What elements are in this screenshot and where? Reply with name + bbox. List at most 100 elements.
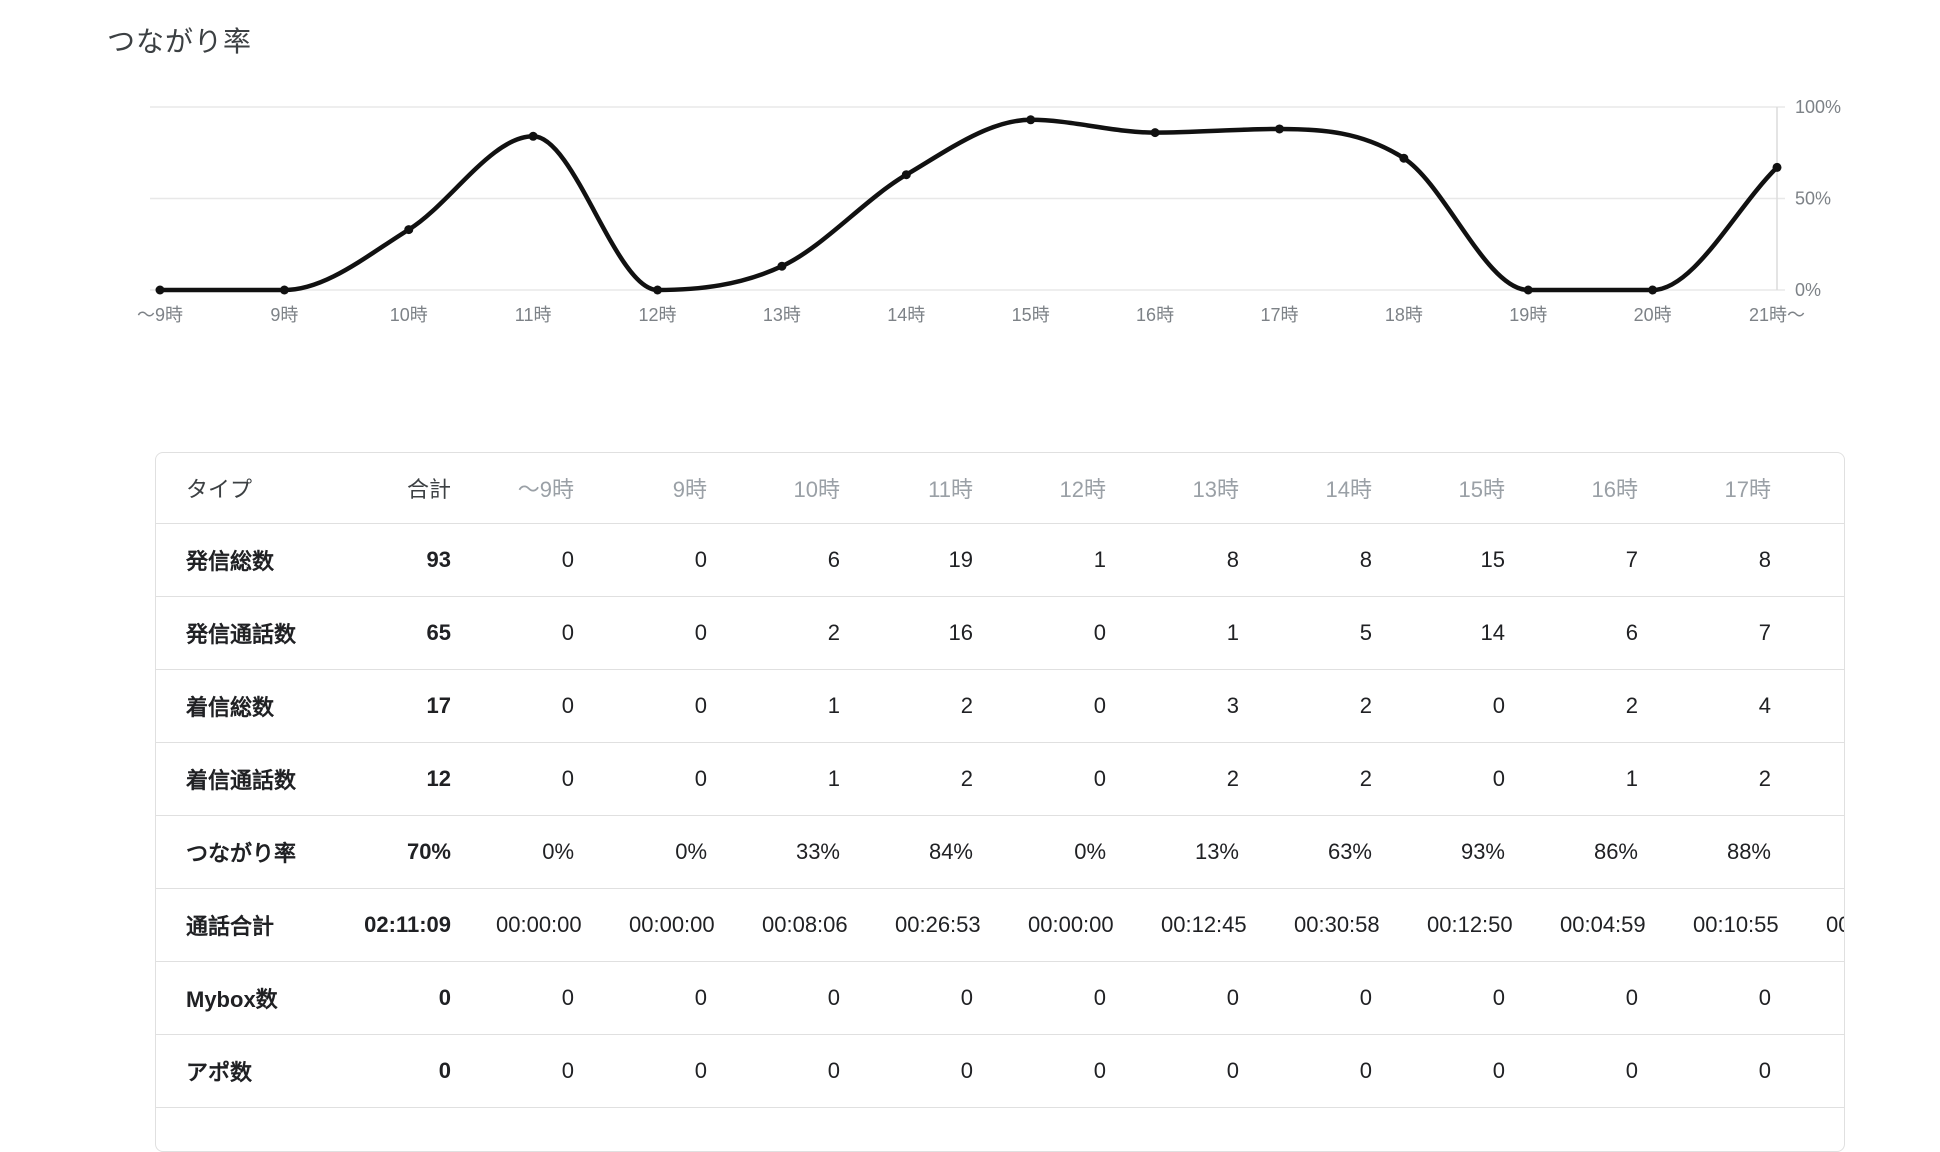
x-axis-tick-label: 20時 <box>1634 305 1672 325</box>
table-cell: 65 <box>356 596 496 670</box>
table-cell: 0 <box>762 1034 895 1108</box>
table-cell: 63% <box>1294 815 1427 889</box>
table-cell: 00:26:53 <box>895 888 1028 962</box>
table-cell: 0 <box>356 961 496 1035</box>
column-header: 10時 <box>762 453 895 524</box>
table-cell <box>1826 1034 1844 1108</box>
table-cell: 0% <box>629 815 762 889</box>
table-cell: 7 <box>1560 523 1693 597</box>
table-cell: 8 <box>1693 523 1826 597</box>
table-cell: 00:12:45 <box>1161 888 1294 962</box>
column-header: 12時 <box>1028 453 1161 524</box>
table-cell: 0 <box>762 961 895 1035</box>
table-cell: 2 <box>1161 742 1294 816</box>
column-header: 15時 <box>1427 453 1560 524</box>
chart-data-point <box>901 170 911 180</box>
table-cell: 0 <box>1294 1034 1427 1108</box>
row-label: 通話合計 <box>156 888 356 962</box>
table-cell: 0 <box>895 961 1028 1035</box>
table-row: 着信総数 17 0 0 1 2 0 3 2 0 2 4 <box>156 669 1844 743</box>
chart-data-point <box>279 285 289 295</box>
table-cell <box>1826 742 1844 816</box>
table-cell: 1 <box>1028 523 1161 597</box>
table-cell: 0 <box>1427 669 1560 743</box>
table-cell: 15 <box>1427 523 1560 597</box>
table-cell <box>1826 596 1844 670</box>
table-cell: 00:30:58 <box>1294 888 1427 962</box>
table-cell: 0 <box>629 669 762 743</box>
table-cell: 1 <box>762 742 895 816</box>
table-cell: 0 <box>1028 669 1161 743</box>
page-title: つながり率 <box>107 26 253 57</box>
table-cell: 8 <box>1294 523 1427 597</box>
table-cell: 02:11:09 <box>356 888 496 962</box>
table-cell: 0 <box>629 961 762 1035</box>
table-cell: 0 <box>1427 1034 1560 1108</box>
table-cell: 0 <box>496 1034 629 1108</box>
table-cell: 88% <box>1693 815 1826 889</box>
table-cell: 0 <box>629 1034 762 1108</box>
column-header: 合計 <box>356 453 496 524</box>
column-header: 16時 <box>1560 453 1693 524</box>
row-label: 発信総数 <box>156 523 356 597</box>
table-cell: 2 <box>1693 742 1826 816</box>
x-axis-tick-label: ～9時 <box>137 305 183 325</box>
table-cell: 0 <box>629 523 762 597</box>
table-cell: 2 <box>1294 742 1427 816</box>
table-cell: 00:12:50 <box>1427 888 1560 962</box>
table-cell: 0 <box>356 1034 496 1108</box>
table-cell: 00:04:59 <box>1560 888 1693 962</box>
chart-data-point <box>528 131 538 141</box>
column-header: 17時 <box>1693 453 1826 524</box>
table-cell: 00:00:00 <box>496 888 629 962</box>
chart-data-point <box>1523 285 1533 295</box>
row-label: 発信通話数 <box>156 596 356 670</box>
table-cell: 0 <box>496 596 629 670</box>
table-cell <box>1826 815 1844 889</box>
chart-data-point <box>1648 285 1658 295</box>
y-axis-tick-label: 50% <box>1795 189 1831 209</box>
table-row: 着信通話数 12 0 0 1 2 0 2 2 0 1 2 <box>156 742 1844 816</box>
table-cell: 2 <box>1294 669 1427 743</box>
x-axis-tick-label: 11時 <box>515 305 552 325</box>
table-cell: 2 <box>1560 669 1693 743</box>
table-cell: 0 <box>895 1034 1028 1108</box>
y-axis-tick-label: 100% <box>1795 97 1841 117</box>
row-label: アポ数 <box>156 1034 356 1108</box>
table-cell: 0 <box>1028 742 1161 816</box>
chart-data-point <box>155 285 165 295</box>
table-cell: 0 <box>1028 596 1161 670</box>
connection-rate-line-chart: 100% 50% 0% ～9時 9時 10時 11時 12時 13時 14時 15時 16時 17時 18… <box>137 97 1841 325</box>
table-row: アポ数 0 0 0 0 0 0 0 0 0 0 0 <box>156 1034 1844 1108</box>
chart-data-point <box>1150 128 1160 138</box>
table-cell: 1 <box>1560 742 1693 816</box>
table-cell: 13% <box>1161 815 1294 889</box>
table-cell <box>1826 523 1844 597</box>
chart-data-point <box>653 285 663 295</box>
table-cell: 00:00:00 <box>1028 888 1161 962</box>
table-row: 通話合計 02:11:09 00:00:00 00:00:00 00:08:06 00:2… <box>156 888 1844 962</box>
table-cell: 2 <box>895 669 1028 743</box>
table-cell: 0% <box>1028 815 1161 889</box>
table-cell: 8 <box>1161 523 1294 597</box>
hourly-stats-table: タイプ 合計 ～9時 9時 10時 11時 12時 13時 14時 15時 16時 17時 発信総数 9… <box>156 453 1844 1108</box>
column-header: タイプ <box>156 453 356 524</box>
chart-data-point <box>1772 162 1782 172</box>
x-axis-tick-label: 12時 <box>639 305 677 325</box>
table-cell: 0% <box>496 815 629 889</box>
hourly-stats-table-container: タイプ 合計 ～9時 9時 10時 11時 12時 13時 14時 15時 16時 17時 発信総数 9… <box>155 452 1845 1152</box>
table-cell: 93% <box>1427 815 1560 889</box>
column-header: 13時 <box>1161 453 1294 524</box>
table-cell: 00 <box>1826 888 1844 962</box>
table-cell: 7 <box>1693 596 1826 670</box>
table-cell <box>1826 961 1844 1035</box>
table-cell: 1 <box>1161 596 1294 670</box>
column-header: 11時 <box>895 453 1028 524</box>
table-cell: 0 <box>1560 1034 1693 1108</box>
table-cell: 0 <box>496 523 629 597</box>
table-cell: 0 <box>496 669 629 743</box>
x-axis-tick-label: 17時 <box>1260 305 1298 325</box>
x-axis-tick-label: 15時 <box>1012 305 1050 325</box>
table-cell: 12 <box>356 742 496 816</box>
column-header <box>1826 453 1844 524</box>
